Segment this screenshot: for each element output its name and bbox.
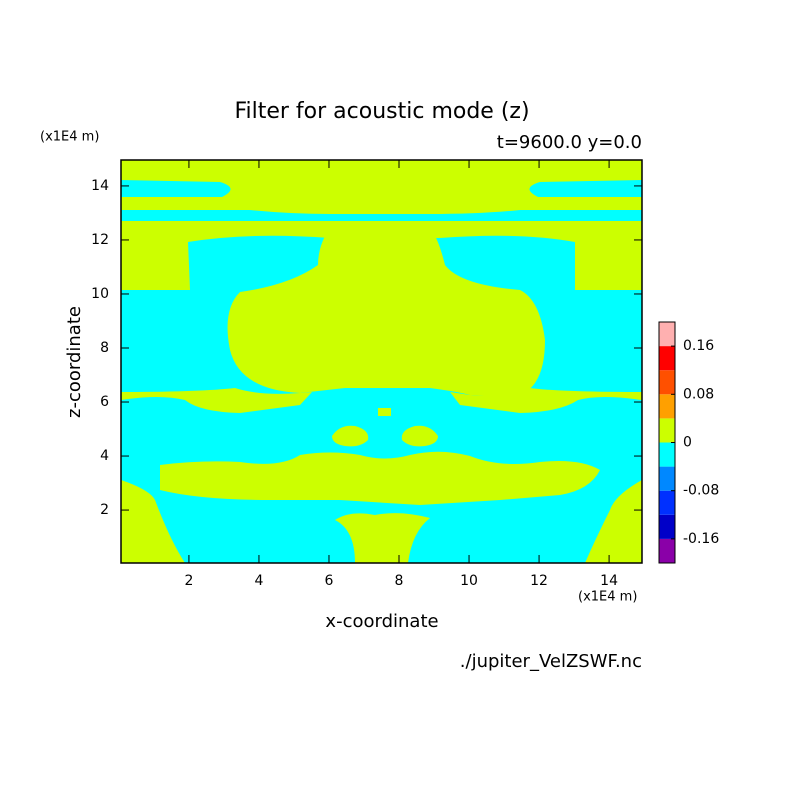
chart-title: Filter for acoustic mode (z) — [234, 99, 529, 124]
x-tick-label: 2 — [184, 573, 193, 589]
colorbar-segment — [659, 322, 675, 347]
x-tick-label: 12 — [530, 573, 548, 589]
x-tick-label: 4 — [254, 573, 263, 589]
y-tick-label: 10 — [91, 286, 109, 302]
positive-region — [121, 480, 185, 563]
colorbar-tick-label: 0.16 — [683, 338, 714, 354]
positive-region — [450, 388, 642, 413]
x-unit: (x1E4 m) — [578, 590, 637, 605]
colorbar-segment — [659, 514, 675, 539]
negative-region — [121, 210, 642, 221]
negative-region — [121, 180, 231, 197]
positive-region — [160, 451, 600, 505]
colorbar-segment — [659, 346, 675, 371]
y-unit: (x1E4 m) — [40, 130, 99, 145]
colorbar-tick-label: 0 — [683, 435, 692, 451]
chart-subtitle: t=9600.0 y=0.0 — [497, 132, 642, 153]
x-tick-label: 10 — [460, 573, 478, 589]
colorbar-tick-label: -0.08 — [683, 483, 719, 499]
plot-frame — [120, 159, 643, 564]
colorbar-segment — [659, 394, 675, 419]
y-tick-label: 12 — [91, 232, 109, 248]
colorbar-tick-label: -0.16 — [683, 531, 719, 547]
colorbar-segment — [659, 442, 675, 467]
colorbar-segment — [659, 538, 675, 563]
y-tick-label: 6 — [100, 394, 109, 410]
colorbar-segment — [659, 490, 675, 515]
positive-region — [335, 513, 430, 563]
x-tick-label: 14 — [600, 573, 618, 589]
y-tick-label: 4 — [100, 448, 109, 464]
colorbar-tick-label: 0.08 — [683, 386, 714, 402]
colorbar-segment — [659, 418, 675, 443]
x-tick-label: 6 — [325, 573, 334, 589]
positive-region — [401, 425, 438, 447]
x-axis-label: x-coordinate — [325, 611, 438, 632]
colorbar-segment — [659, 370, 675, 395]
y-axis-label: z-coordinate — [64, 306, 85, 418]
positive-region — [585, 480, 642, 563]
source-label: ./jupiter_VelZSWF.nc — [460, 651, 642, 672]
negative-region — [529, 180, 642, 197]
contour-field — [121, 160, 642, 563]
positive-region — [121, 388, 312, 413]
colorbar-segment — [659, 466, 675, 491]
y-tick-label: 14 — [91, 178, 109, 194]
x-tick-label: 8 — [395, 573, 404, 589]
y-tick-label: 8 — [100, 340, 109, 356]
positive-region — [378, 408, 391, 416]
y-tick-label: 2 — [100, 502, 109, 518]
positive-region — [332, 425, 369, 447]
positive-region — [227, 236, 546, 395]
